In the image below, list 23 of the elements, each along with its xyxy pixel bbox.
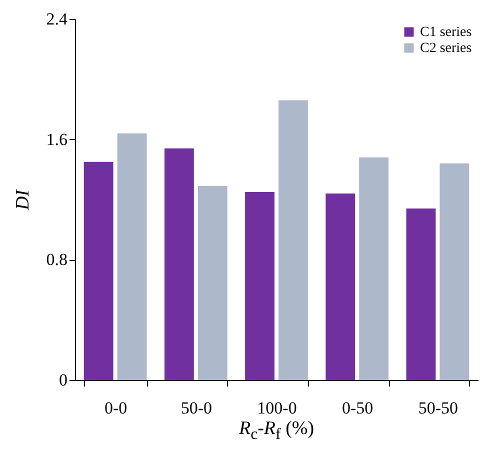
bar xyxy=(326,193,356,380)
bar xyxy=(245,192,274,380)
x-tick-label: 50-0 xyxy=(180,398,212,418)
y-axis-title: DI xyxy=(12,188,34,212)
bar xyxy=(117,133,147,380)
y-tick-label: 0 xyxy=(59,370,68,390)
bar xyxy=(84,162,114,380)
legend-label: C1 series xyxy=(420,25,472,40)
bar xyxy=(406,208,436,380)
x-tick-label: 100-0 xyxy=(257,398,297,418)
bar xyxy=(198,186,228,380)
x-tick-label: 50-50 xyxy=(418,398,458,418)
bar xyxy=(278,100,308,380)
x-tick-label: 0-0 xyxy=(104,398,128,418)
y-tick-label: 1.6 xyxy=(46,130,68,149)
y-tick-label: 2.4 xyxy=(46,10,68,28)
x-axis-title: R$_{c}$-R$_{f}$ (%) xyxy=(238,418,316,444)
bar xyxy=(164,148,194,380)
x-tick-label: 0-50 xyxy=(342,398,374,418)
legend-label: C2 series xyxy=(420,41,472,56)
y-tick-label: 0.8 xyxy=(46,250,68,270)
bar xyxy=(440,163,470,380)
bar xyxy=(359,157,389,380)
